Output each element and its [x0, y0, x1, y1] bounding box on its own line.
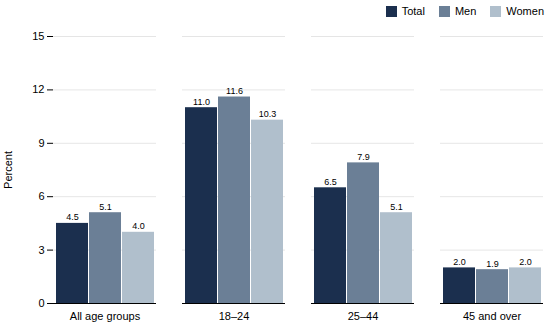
svg-text:9: 9 — [38, 137, 44, 149]
svg-text:1.9: 1.9 — [486, 259, 499, 269]
svg-text:All age groups: All age groups — [70, 310, 141, 322]
svg-text:Percent: Percent — [2, 151, 14, 189]
svg-text:0: 0 — [38, 297, 44, 309]
svg-text:18–24: 18–24 — [219, 310, 250, 322]
svg-text:11.0: 11.0 — [193, 97, 210, 107]
svg-text:3: 3 — [38, 244, 44, 256]
svg-text:7.9: 7.9 — [357, 152, 370, 162]
svg-text:6: 6 — [38, 190, 44, 202]
svg-text:11.6: 11.6 — [226, 86, 243, 96]
svg-text:4.5: 4.5 — [66, 212, 79, 222]
svg-text:10.3: 10.3 — [259, 109, 277, 119]
svg-text:5.1: 5.1 — [99, 202, 112, 212]
svg-text:6.5: 6.5 — [324, 177, 337, 187]
svg-text:25–44: 25–44 — [348, 310, 379, 322]
svg-text:2.0: 2.0 — [519, 257, 532, 267]
svg-text:15: 15 — [32, 30, 44, 42]
svg-text:45 and over: 45 and over — [463, 310, 521, 322]
html-text:Total: Total — [401, 5, 425, 17]
svg-text:2.0: 2.0 — [453, 257, 466, 267]
svg-text:5.1: 5.1 — [390, 202, 403, 212]
svg-text:4.0: 4.0 — [132, 221, 145, 231]
html-text:Women: Women — [506, 5, 544, 17]
svg-text:12: 12 — [32, 83, 44, 95]
html-text:Men: Men — [454, 5, 477, 17]
